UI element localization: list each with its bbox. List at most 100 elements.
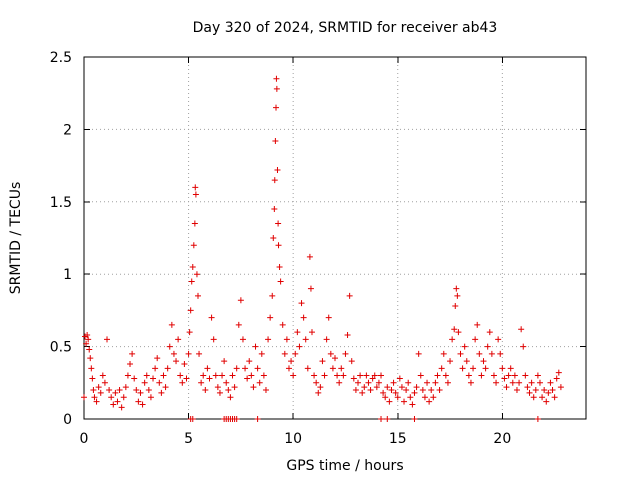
data-point [150, 375, 157, 382]
data-point [202, 387, 209, 394]
data-point [271, 206, 278, 213]
data-point [179, 379, 186, 386]
data-point [302, 336, 309, 343]
data-point [346, 292, 353, 299]
data-point [415, 350, 422, 357]
data-point [192, 184, 199, 191]
data-point [193, 271, 200, 278]
data-point [216, 389, 223, 396]
data-point [461, 343, 468, 350]
data-point [89, 375, 96, 382]
data-point [133, 387, 140, 394]
data-point [409, 401, 416, 408]
data-point [553, 375, 560, 382]
data-point [545, 389, 552, 396]
data-point [505, 372, 512, 379]
data-point [298, 300, 305, 307]
data-point [392, 389, 399, 396]
data-point [292, 350, 299, 357]
data-point [336, 379, 343, 386]
data-point [411, 389, 418, 396]
data-point [384, 416, 391, 422]
data-point [405, 379, 412, 386]
data-point [438, 365, 445, 372]
data-point [279, 321, 286, 328]
data-point [97, 389, 104, 396]
data-point [378, 416, 385, 422]
data-point [417, 372, 424, 379]
data-point [124, 372, 131, 379]
data-point [147, 394, 154, 401]
data-point [235, 321, 242, 328]
data-point [480, 358, 487, 365]
data-point [143, 372, 150, 379]
data-point [300, 314, 307, 321]
data-point [270, 235, 277, 241]
data-point [363, 372, 370, 379]
data-point [493, 379, 500, 386]
data-point [557, 384, 564, 391]
data-point [534, 416, 541, 422]
data-point [160, 372, 167, 379]
data-point [112, 389, 119, 396]
data-point [277, 278, 284, 285]
data-point [285, 365, 292, 372]
data-point [156, 379, 163, 386]
data-point [93, 398, 100, 405]
data-point [254, 365, 261, 372]
y-axis-label: SRMTID / TECUs [8, 182, 24, 295]
data-point [465, 372, 472, 379]
data-point [246, 358, 253, 365]
data-point [181, 360, 188, 367]
data-point [315, 389, 322, 396]
y-tick-label: 1.5 [50, 195, 72, 211]
data-point [189, 263, 196, 270]
data-point [200, 372, 207, 379]
data-point [340, 372, 347, 379]
data-point [444, 379, 451, 386]
data-point [539, 394, 546, 401]
data-point [183, 375, 190, 382]
data-point [434, 372, 441, 379]
data-point [227, 394, 234, 401]
data-point [90, 387, 97, 394]
data-point [313, 379, 320, 386]
data-point [436, 387, 443, 394]
data-point [137, 389, 144, 396]
data-point [526, 389, 533, 396]
data-point [329, 365, 336, 372]
data-point [154, 355, 161, 362]
data-point [267, 314, 274, 321]
data-point [490, 372, 497, 379]
data-point [488, 350, 495, 357]
data-point [239, 336, 246, 343]
data-point [536, 379, 543, 386]
data-point [352, 387, 359, 394]
data-point [283, 336, 290, 343]
data-point [254, 416, 261, 422]
data-point [459, 365, 466, 372]
data-point [501, 375, 508, 382]
data-point [407, 394, 414, 401]
x-tick-label: 5 [184, 431, 193, 447]
data-point [530, 394, 537, 401]
data-point [442, 372, 449, 379]
data-point [86, 346, 93, 353]
data-point [265, 336, 272, 343]
data-point [371, 372, 378, 379]
chart-title: Day 320 of 2024, SRMTID for receiver ab4… [193, 20, 498, 36]
data-point [152, 365, 159, 372]
data-point [95, 384, 102, 391]
data-point [357, 372, 364, 379]
data-point [212, 372, 219, 379]
data-point [141, 379, 148, 386]
data-point [452, 303, 459, 310]
data-point [388, 387, 395, 394]
data-point [145, 387, 152, 394]
data-point [275, 220, 282, 227]
data-point [110, 401, 117, 408]
data-point [186, 329, 193, 336]
data-point [273, 104, 280, 111]
data-point [484, 343, 491, 350]
